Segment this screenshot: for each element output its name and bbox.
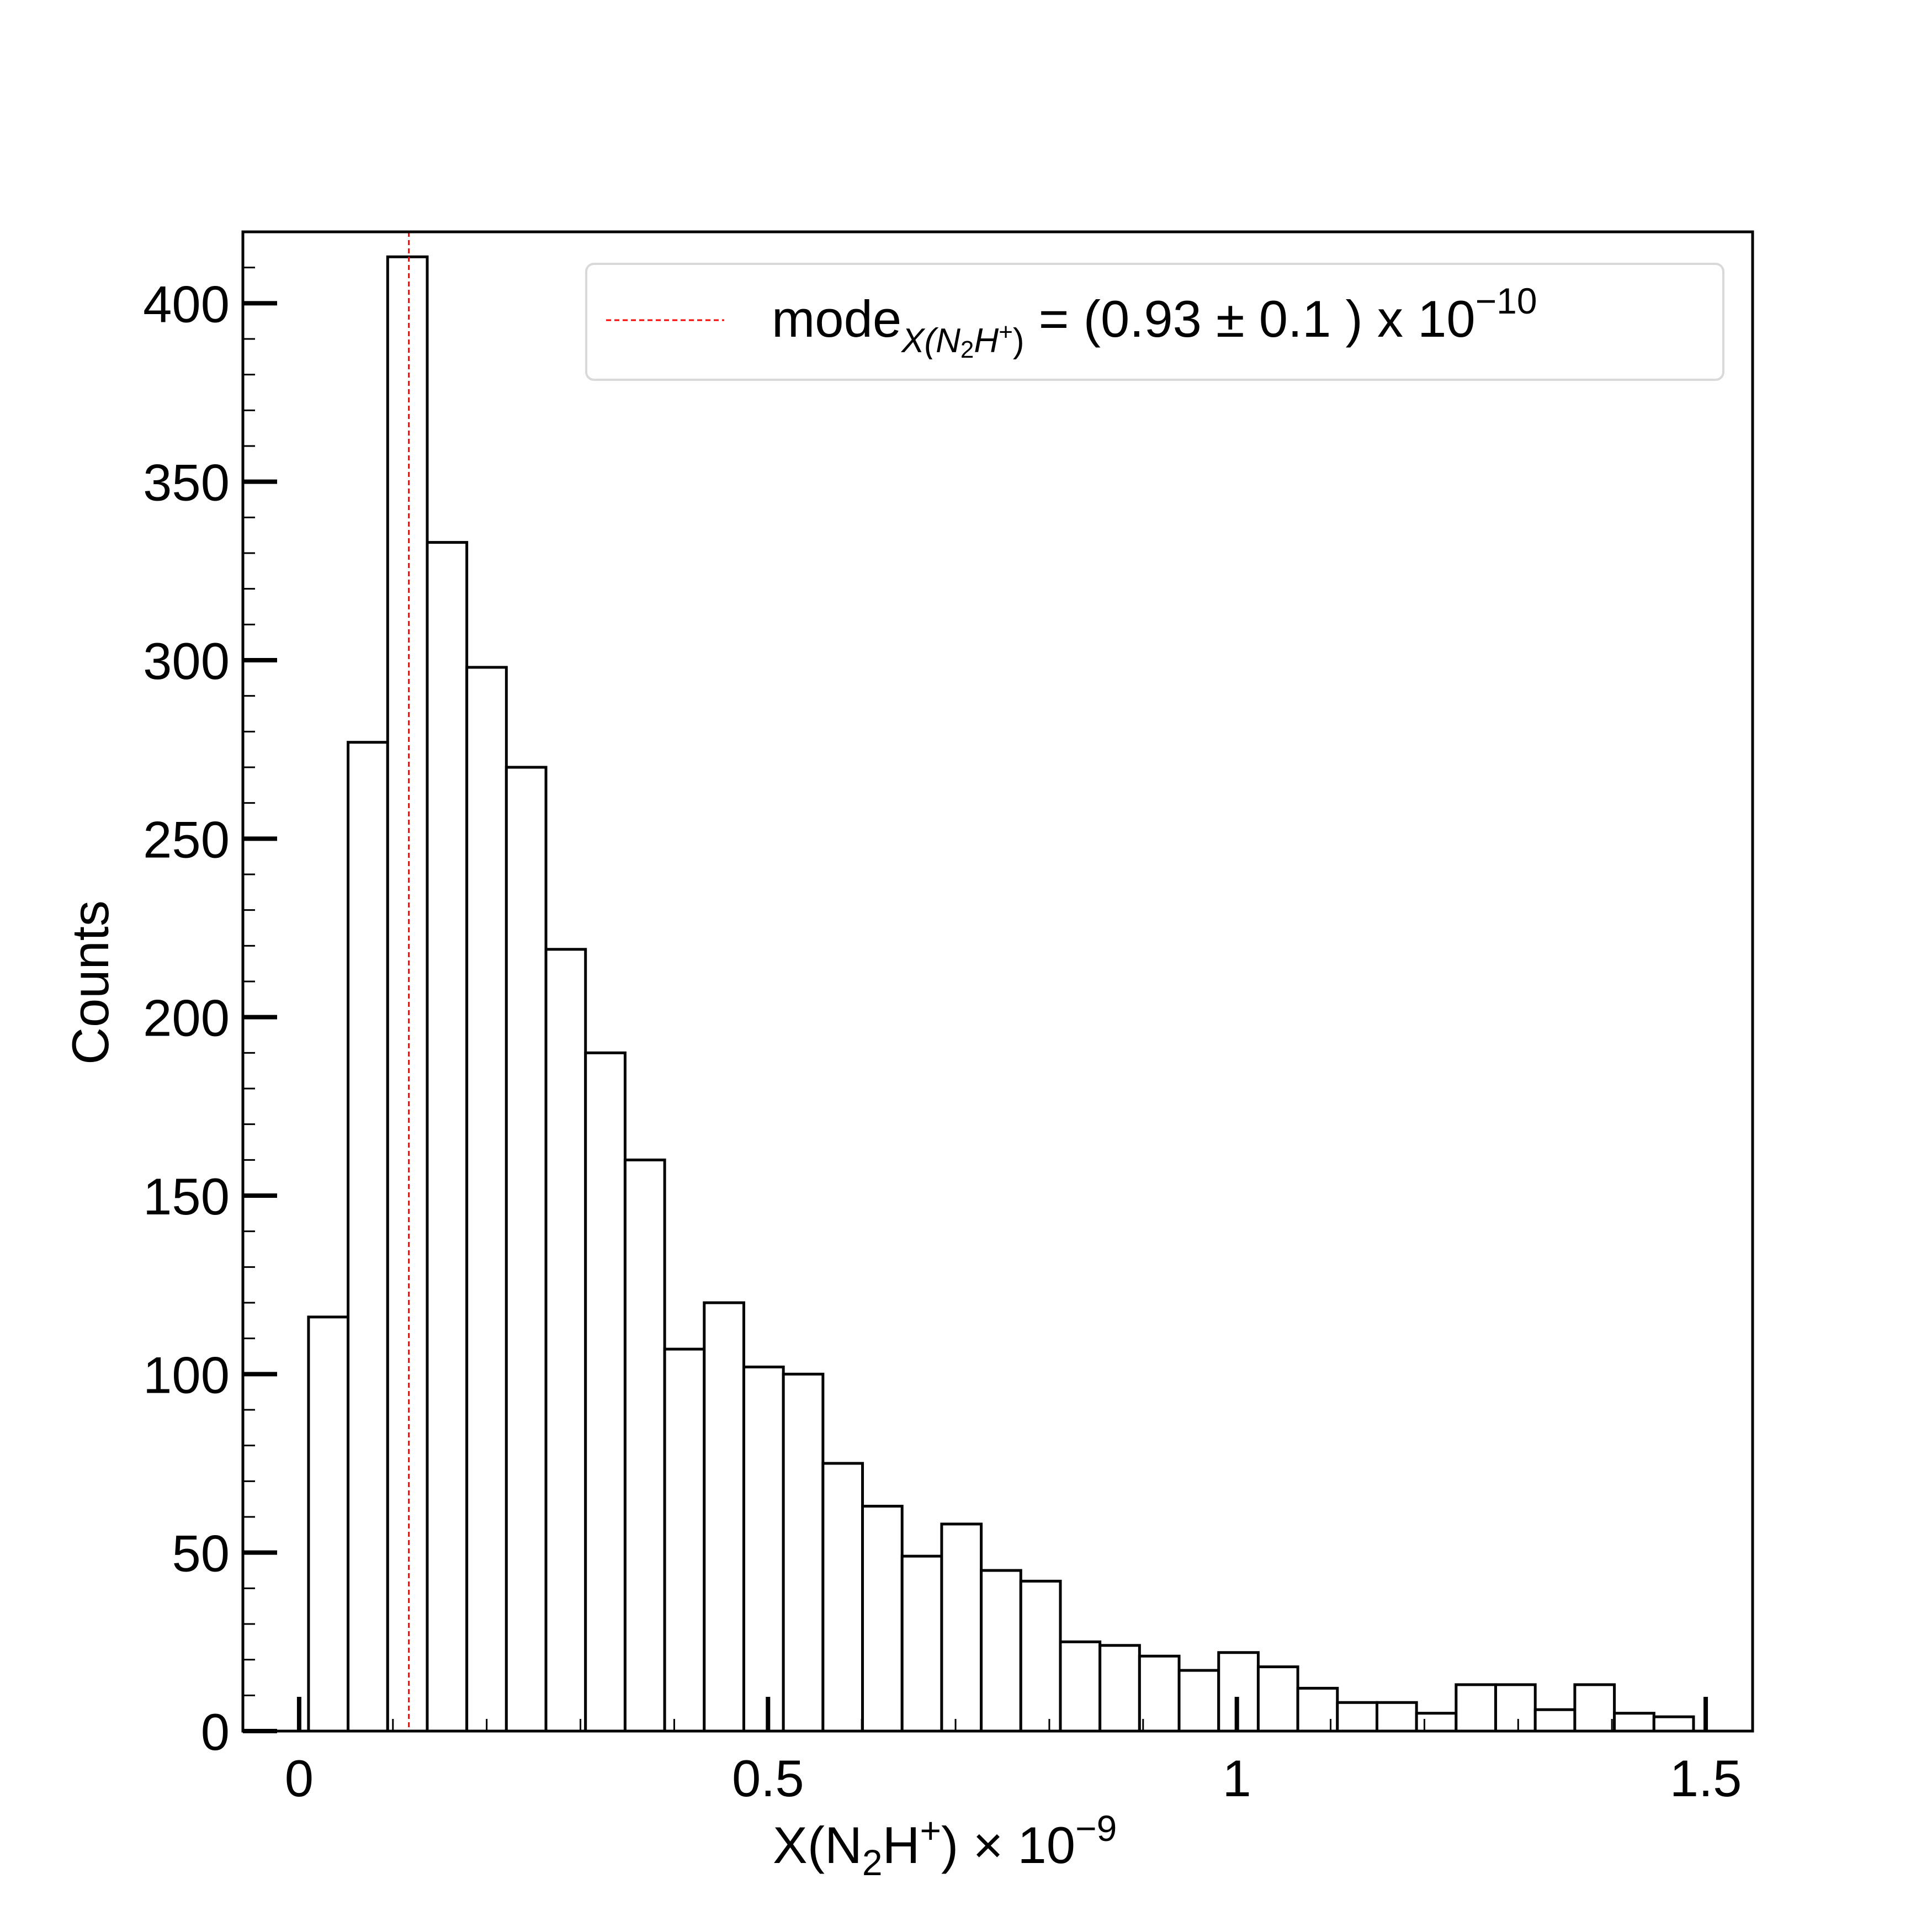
histogram-bar: [544, 948, 587, 1733]
legend-box: [585, 263, 1724, 381]
histogram-bar: [1652, 1715, 1695, 1733]
x-axis-label-sup: +: [920, 1810, 942, 1851]
histogram-bar: [1613, 1712, 1655, 1733]
plot-frame: [241, 230, 1754, 1733]
x-axis-label-sub: 2: [862, 1842, 883, 1883]
histogram-bar: [1019, 1579, 1062, 1733]
histogram-bar: [742, 1365, 785, 1733]
legend: modeX(N2H+) = (0.93 ± 0.1 ) x 10−10: [585, 263, 1724, 381]
histogram-bar: [1256, 1665, 1299, 1733]
x-tick-label: 0: [285, 1749, 314, 1807]
legend-label-sub1: X(N: [900, 322, 960, 360]
legend-label-sub5: ): [1013, 322, 1025, 360]
histogram-bar: [584, 1051, 627, 1733]
y-tick-label: 250: [143, 810, 230, 868]
histogram-bar: [1455, 1683, 1498, 1733]
x-tick-label: 0.5: [732, 1749, 804, 1807]
legend-label-mid: = (0.93 ± 0.1 ) x 10: [1025, 290, 1475, 348]
histogram-bar: [821, 1462, 864, 1733]
y-tick-label: 100: [143, 1346, 230, 1404]
y-tick-label: 350: [143, 454, 230, 512]
histogram-bar: [1336, 1701, 1378, 1733]
histogram-bar: [663, 1347, 706, 1733]
histogram-bar: [386, 255, 429, 1733]
histogram-bar: [1177, 1669, 1220, 1733]
legend-label-sub4: +: [999, 319, 1013, 346]
histogram-bar: [940, 1522, 983, 1733]
x-tick-label: 1.5: [1670, 1749, 1742, 1807]
legend-label: modeX(N2H+) = (0.93 ± 0.1 ) x 10−10: [772, 280, 1537, 363]
histogram-bar: [1375, 1701, 1418, 1733]
histogram-bar: [307, 1315, 350, 1733]
histogram-bar: [426, 541, 469, 1733]
x-axis-label-exp: −9: [1075, 1808, 1117, 1849]
x-axis-label-tail: ) × 10: [941, 1816, 1075, 1874]
y-tick-label: 50: [172, 1525, 230, 1583]
histogram-bar: [347, 741, 389, 1733]
legend-label-exp: −10: [1475, 280, 1537, 321]
histogram-bar: [980, 1569, 1022, 1733]
histogram-bar: [1138, 1654, 1181, 1733]
y-tick-label: 150: [143, 1167, 230, 1225]
legend-label-sub3: H: [974, 322, 999, 360]
y-tick-label: 400: [143, 275, 230, 333]
histogram-bar: [703, 1301, 745, 1733]
histogram-bar: [1533, 1708, 1577, 1733]
histogram-bar: [623, 1158, 666, 1733]
legend-label-pre: mode: [772, 290, 901, 348]
histogram-bar: [505, 766, 548, 1733]
x-axis-label: X(N2H+) × 10−9: [773, 1808, 1117, 1883]
histogram-bars: [307, 255, 1695, 1733]
y-tick-label: 300: [143, 632, 230, 690]
histogram-bar: [1494, 1683, 1537, 1733]
x-tick-label: 1: [1223, 1749, 1251, 1807]
histogram-bar: [900, 1554, 943, 1733]
x-axis-label-main: X(N: [773, 1816, 862, 1874]
x-axis-label-mid: H: [883, 1816, 920, 1874]
y-tick-label: 0: [201, 1703, 230, 1761]
histogram-bar: [1098, 1644, 1141, 1733]
histogram-bar: [1573, 1683, 1616, 1733]
histogram-bar: [1415, 1712, 1458, 1733]
histogram-bar: [782, 1372, 825, 1733]
histogram-bar: [465, 666, 508, 1733]
tick-labels: 0 50 100 150 200 250 300 350 400 0 0.5 1 1.5: [143, 275, 1742, 1807]
y-tick-label: 200: [143, 989, 230, 1047]
histogram-bar: [861, 1505, 904, 1733]
y-axis-label: Counts: [61, 900, 119, 1065]
legend-label-sub2: 2: [960, 336, 974, 363]
histogram-bar: [1059, 1640, 1102, 1733]
